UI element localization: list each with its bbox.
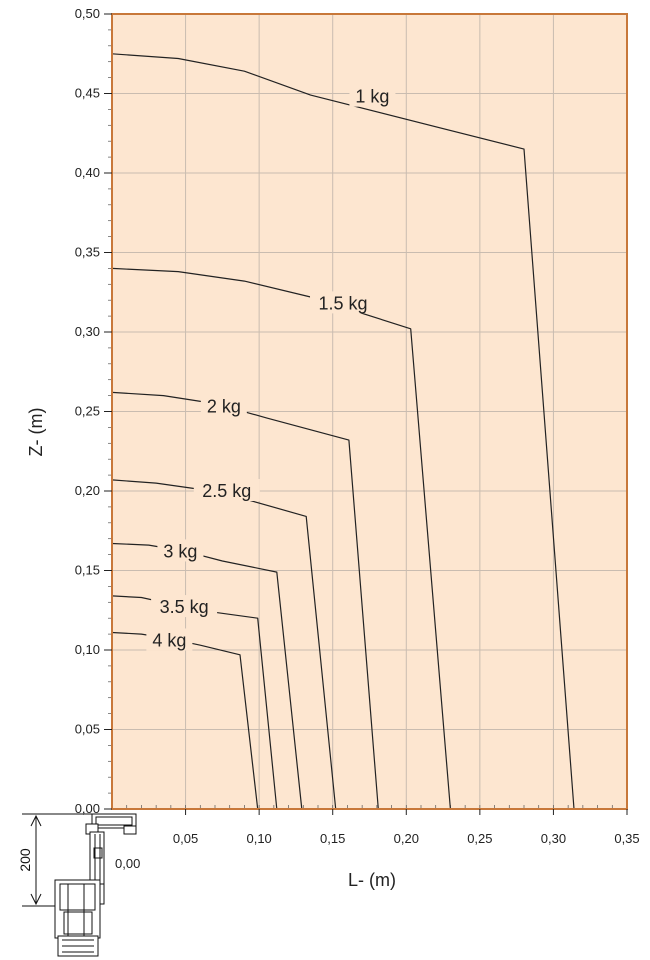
grid	[112, 14, 627, 809]
y-tick-label: 0,25	[75, 404, 100, 419]
y-tick-label: 0,15	[75, 563, 100, 578]
payload-curve	[111, 542, 303, 810]
x-tick-label: 0,35	[614, 831, 639, 846]
curve-label: 3 kg	[163, 541, 197, 561]
curve-label: 2.5 kg	[202, 481, 251, 501]
curve-label-bg	[200, 394, 247, 417]
x-tick-label: 0,20	[394, 831, 419, 846]
x-axis-title: L- (m)	[348, 870, 396, 890]
y-tick-label: 0,20	[75, 483, 100, 498]
y-tick-label: 0,10	[75, 642, 100, 657]
height-dimension	[22, 813, 105, 907]
y-tick-label: 0,35	[75, 245, 100, 260]
origin-label: 0,00	[115, 856, 140, 871]
y-axis-title: Z- (m)	[26, 408, 46, 457]
y-tick-label: 0,50	[75, 6, 100, 21]
curve-label: 1.5 kg	[318, 293, 367, 313]
y-tick-label: 0,00	[75, 801, 100, 816]
y-tick-labels: 0,00 0,05 0,10 0,15 0,20 0,25 0,30 0,35 0,40 0,45…	[75, 6, 112, 816]
payload-curve	[111, 267, 451, 810]
curve-label-bg	[310, 291, 377, 314]
curve-label-bg	[146, 628, 193, 651]
x-tick-label: 0,15	[320, 831, 345, 846]
x-tick-label: 0,25	[467, 831, 492, 846]
curve-label-bg	[151, 595, 218, 618]
y-tick-label: 0,05	[75, 722, 100, 737]
y-tick-label: 0,30	[75, 324, 100, 339]
curve-label-bg	[157, 539, 204, 562]
curve-label: 2 kg	[207, 397, 241, 417]
robot-arm-illustration	[54, 813, 137, 957]
curve-label-bg	[193, 479, 260, 501]
curve-label: 4 kg	[152, 630, 186, 650]
x-tick-label: 0,10	[246, 831, 271, 846]
curve-label-bg	[349, 84, 396, 107]
payload-curve	[111, 53, 575, 810]
dimension-value: 200	[17, 848, 33, 872]
curve-label: 1 kg	[355, 87, 389, 107]
curve-label: 3.5 kg	[160, 597, 209, 617]
x-tick-labels: 0,05 0,10 0,15 0,20 0,25 0,30 0,35	[173, 809, 640, 846]
x-tick-label: 0,05	[173, 831, 198, 846]
payload-curves: 1 kg 1.5 kg 2 kg 2.5 kg 3 kg 3.5 kg 4 kg	[111, 53, 575, 810]
y-tick-label: 0,45	[75, 86, 100, 101]
x-tick-label: 0,30	[541, 831, 566, 846]
y-tick-label: 0,40	[75, 165, 100, 180]
